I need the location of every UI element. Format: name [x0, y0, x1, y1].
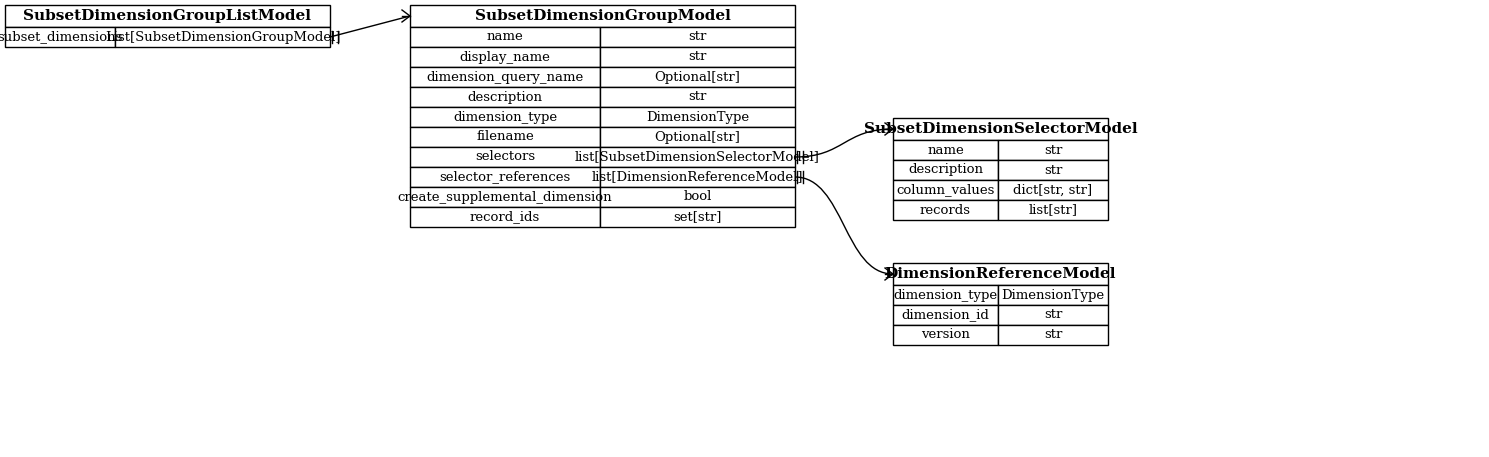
Bar: [4, 5, 331, 27]
Text: str: str: [688, 31, 707, 43]
Text: DimensionType: DimensionType: [1002, 288, 1105, 302]
Text: str: str: [1044, 308, 1062, 322]
Bar: [600, 207, 795, 227]
Bar: [409, 207, 600, 227]
Bar: [600, 167, 795, 187]
Text: Optional[str]: Optional[str]: [655, 131, 740, 143]
Bar: [893, 325, 998, 345]
Text: list[DimensionReferenceModel]: list[DimensionReferenceModel]: [591, 170, 803, 184]
Bar: [409, 87, 600, 107]
Bar: [409, 5, 795, 27]
Text: Optional[str]: Optional[str]: [655, 70, 740, 84]
Bar: [893, 263, 1108, 285]
Text: DimensionType: DimensionType: [646, 111, 749, 123]
Text: dimension_type: dimension_type: [453, 111, 557, 123]
Bar: [600, 187, 795, 207]
Text: SubsetDimensionGroupModel: SubsetDimensionGroupModel: [475, 9, 731, 23]
Text: SubsetDimensionGroupListModel: SubsetDimensionGroupListModel: [24, 9, 311, 23]
Bar: [998, 325, 1108, 345]
Text: List[SubsetDimensionGroupModel]: List[SubsetDimensionGroupModel]: [104, 31, 341, 43]
Text: str: str: [688, 51, 707, 64]
Bar: [409, 27, 600, 47]
Bar: [600, 87, 795, 107]
Text: set[str]: set[str]: [673, 211, 722, 223]
Bar: [600, 27, 795, 47]
Bar: [998, 180, 1108, 200]
Text: list[str]: list[str]: [1029, 203, 1078, 217]
Bar: [893, 160, 998, 180]
Text: selectors: selectors: [475, 150, 535, 164]
Bar: [600, 47, 795, 67]
Text: DimensionReferenceModel: DimensionReferenceModel: [884, 267, 1117, 281]
Bar: [893, 180, 998, 200]
Text: create_supplemental_dimension: create_supplemental_dimension: [398, 191, 612, 203]
Bar: [998, 160, 1108, 180]
Bar: [998, 305, 1108, 325]
Bar: [409, 187, 600, 207]
Bar: [115, 27, 331, 47]
Text: str: str: [688, 90, 707, 103]
Bar: [998, 140, 1108, 160]
Bar: [998, 285, 1108, 305]
Bar: [409, 147, 600, 167]
Text: column_values: column_values: [896, 184, 995, 197]
Text: str: str: [1044, 329, 1062, 341]
Text: filename: filename: [476, 131, 535, 143]
Text: version: version: [922, 329, 969, 341]
Bar: [409, 67, 600, 87]
Bar: [409, 107, 600, 127]
Bar: [893, 118, 1108, 140]
Text: selector_references: selector_references: [439, 170, 570, 184]
Text: list[SubsetDimensionSelectorModel]: list[SubsetDimensionSelectorModel]: [575, 150, 820, 164]
Bar: [893, 200, 998, 220]
Text: dict[str, str]: dict[str, str]: [1014, 184, 1093, 197]
Bar: [600, 67, 795, 87]
Text: str: str: [1044, 164, 1062, 176]
Bar: [893, 140, 998, 160]
Text: record_ids: record_ids: [471, 211, 541, 223]
Bar: [409, 47, 600, 67]
Text: name: name: [487, 31, 523, 43]
Text: SubsetDimensionSelectorModel: SubsetDimensionSelectorModel: [864, 122, 1138, 136]
Bar: [600, 147, 795, 167]
Text: records: records: [920, 203, 971, 217]
Bar: [600, 107, 795, 127]
Text: bool: bool: [683, 191, 712, 203]
Bar: [998, 200, 1108, 220]
Text: name: name: [928, 143, 963, 156]
Text: description: description: [468, 90, 542, 103]
Text: dimension_type: dimension_type: [893, 288, 998, 302]
Bar: [600, 127, 795, 147]
Text: description: description: [908, 164, 983, 176]
Bar: [409, 167, 600, 187]
Text: display_name: display_name: [460, 51, 551, 64]
Text: dimension_query_name: dimension_query_name: [426, 70, 584, 84]
Bar: [4, 27, 115, 47]
Text: dimension_id: dimension_id: [901, 308, 989, 322]
Text: str: str: [1044, 143, 1062, 156]
Bar: [893, 285, 998, 305]
Text: subset_dimensions: subset_dimensions: [0, 31, 122, 43]
Bar: [893, 305, 998, 325]
Bar: [409, 127, 600, 147]
